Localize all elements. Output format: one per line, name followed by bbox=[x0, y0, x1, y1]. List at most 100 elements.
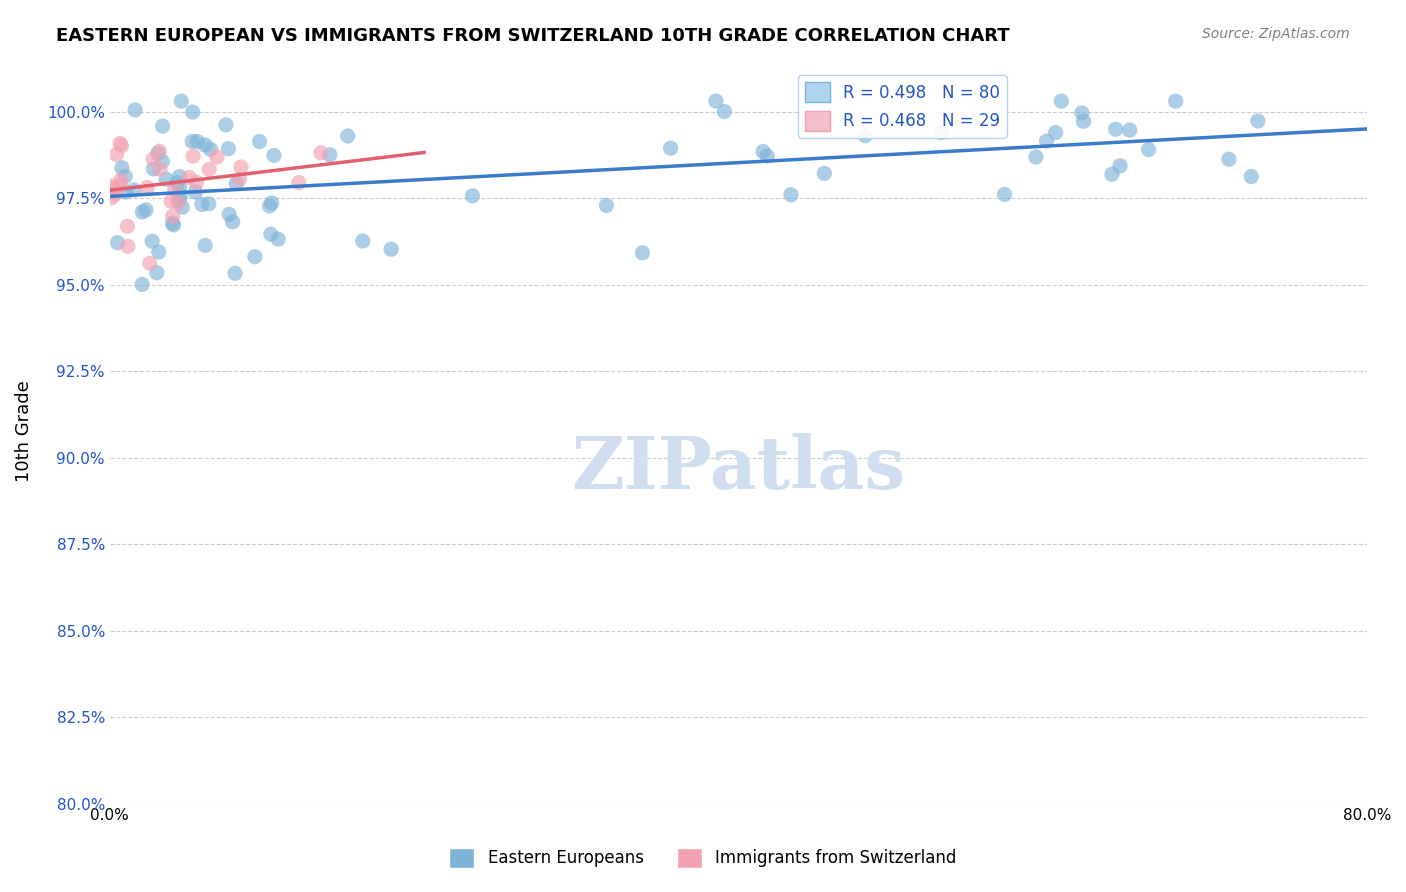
Y-axis label: 10th Grade: 10th Grade bbox=[15, 381, 32, 483]
Eastern Europeans bbox=[169, 169, 191, 184]
Eastern Europeans bbox=[186, 135, 208, 149]
Eastern Europeans bbox=[162, 216, 184, 230]
Immigrants from Switzerland bbox=[117, 219, 139, 234]
Eastern Europeans bbox=[813, 166, 835, 180]
Eastern Europeans bbox=[994, 187, 1017, 202]
Eastern Europeans bbox=[148, 244, 170, 259]
Eastern Europeans bbox=[1109, 159, 1132, 173]
Eastern Europeans bbox=[170, 94, 193, 108]
Eastern Europeans bbox=[194, 238, 217, 252]
Immigrants from Switzerland bbox=[142, 152, 165, 166]
Eastern Europeans bbox=[218, 207, 240, 221]
Eastern Europeans bbox=[1045, 126, 1067, 140]
Eastern Europeans bbox=[124, 103, 146, 117]
Eastern Europeans bbox=[1035, 134, 1057, 148]
Eastern Europeans bbox=[181, 134, 204, 148]
Immigrants from Switzerland bbox=[163, 182, 186, 196]
Immigrants from Switzerland bbox=[110, 173, 132, 187]
Eastern Europeans bbox=[152, 154, 174, 169]
Eastern Europeans bbox=[152, 119, 174, 133]
Immigrants from Switzerland bbox=[288, 176, 311, 190]
Eastern Europeans bbox=[260, 227, 283, 242]
Eastern Europeans bbox=[224, 266, 246, 280]
Eastern Europeans bbox=[217, 142, 239, 156]
Eastern Europeans bbox=[595, 198, 617, 212]
Eastern Europeans bbox=[659, 141, 682, 155]
Eastern Europeans bbox=[200, 142, 222, 156]
Eastern Europeans bbox=[336, 128, 359, 143]
Eastern Europeans bbox=[184, 185, 207, 199]
Immigrants from Switzerland bbox=[101, 182, 124, 196]
Eastern Europeans bbox=[931, 126, 953, 140]
Text: ZIPatlas: ZIPatlas bbox=[571, 434, 905, 504]
Eastern Europeans bbox=[1050, 94, 1073, 108]
Eastern Europeans bbox=[1240, 169, 1263, 184]
Eastern Europeans bbox=[263, 148, 285, 162]
Eastern Europeans bbox=[155, 172, 177, 186]
Immigrants from Switzerland bbox=[179, 170, 201, 185]
Immigrants from Switzerland bbox=[101, 179, 124, 194]
Immigrants from Switzerland bbox=[139, 256, 162, 270]
Eastern Europeans bbox=[752, 145, 775, 159]
Eastern Europeans bbox=[756, 149, 779, 163]
Eastern Europeans bbox=[1118, 123, 1140, 137]
Eastern Europeans bbox=[1071, 106, 1094, 120]
Eastern Europeans bbox=[191, 197, 214, 211]
Immigrants from Switzerland bbox=[108, 179, 131, 194]
Text: Source: ZipAtlas.com: Source: ZipAtlas.com bbox=[1202, 27, 1350, 41]
Eastern Europeans bbox=[713, 104, 735, 119]
Immigrants from Switzerland bbox=[160, 194, 183, 209]
Eastern Europeans bbox=[142, 161, 165, 176]
Eastern Europeans bbox=[215, 118, 238, 132]
Eastern Europeans bbox=[107, 235, 129, 250]
Eastern Europeans bbox=[141, 234, 163, 248]
Eastern Europeans bbox=[169, 188, 191, 202]
Eastern Europeans bbox=[259, 199, 281, 213]
Eastern Europeans bbox=[131, 205, 153, 219]
Eastern Europeans bbox=[319, 148, 342, 162]
Eastern Europeans bbox=[853, 128, 876, 143]
Immigrants from Switzerland bbox=[186, 176, 208, 190]
Immigrants from Switzerland bbox=[100, 191, 122, 205]
Eastern Europeans bbox=[169, 179, 191, 194]
Immigrants from Switzerland bbox=[228, 172, 250, 186]
Eastern Europeans bbox=[267, 232, 290, 246]
Immigrants from Switzerland bbox=[148, 144, 170, 158]
Immigrants from Switzerland bbox=[104, 187, 127, 202]
Legend: Eastern Europeans, Immigrants from Switzerland: Eastern Europeans, Immigrants from Switz… bbox=[443, 841, 963, 875]
Immigrants from Switzerland bbox=[198, 162, 221, 177]
Eastern Europeans bbox=[1073, 114, 1095, 128]
Eastern Europeans bbox=[115, 185, 138, 199]
Eastern Europeans bbox=[146, 266, 169, 280]
Eastern Europeans bbox=[222, 215, 245, 229]
Eastern Europeans bbox=[704, 94, 727, 108]
Immigrants from Switzerland bbox=[167, 196, 190, 211]
Eastern Europeans bbox=[225, 177, 247, 191]
Eastern Europeans bbox=[1164, 94, 1187, 108]
Eastern Europeans bbox=[631, 245, 654, 260]
Text: EASTERN EUROPEAN VS IMMIGRANTS FROM SWITZERLAND 10TH GRADE CORRELATION CHART: EASTERN EUROPEAN VS IMMIGRANTS FROM SWIT… bbox=[56, 27, 1010, 45]
Immigrants from Switzerland bbox=[136, 180, 159, 194]
Immigrants from Switzerland bbox=[229, 160, 252, 174]
Eastern Europeans bbox=[162, 218, 184, 232]
Eastern Europeans bbox=[1025, 150, 1047, 164]
Eastern Europeans bbox=[194, 138, 217, 153]
Immigrants from Switzerland bbox=[149, 162, 172, 177]
Eastern Europeans bbox=[114, 169, 136, 184]
Immigrants from Switzerland bbox=[108, 136, 131, 151]
Immigrants from Switzerland bbox=[309, 145, 332, 160]
Immigrants from Switzerland bbox=[162, 209, 184, 223]
Immigrants from Switzerland bbox=[117, 239, 139, 253]
Immigrants from Switzerland bbox=[181, 149, 204, 163]
Eastern Europeans bbox=[166, 176, 188, 190]
Eastern Europeans bbox=[167, 193, 190, 207]
Immigrants from Switzerland bbox=[110, 139, 132, 153]
Eastern Europeans bbox=[135, 202, 157, 217]
Eastern Europeans bbox=[1218, 152, 1240, 166]
Eastern Europeans bbox=[249, 135, 271, 149]
Legend: R = 0.498   N = 80, R = 0.468   N = 29: R = 0.498 N = 80, R = 0.468 N = 29 bbox=[797, 75, 1007, 137]
Eastern Europeans bbox=[1104, 122, 1126, 136]
Eastern Europeans bbox=[111, 161, 134, 175]
Eastern Europeans bbox=[131, 277, 153, 292]
Eastern Europeans bbox=[780, 187, 803, 202]
